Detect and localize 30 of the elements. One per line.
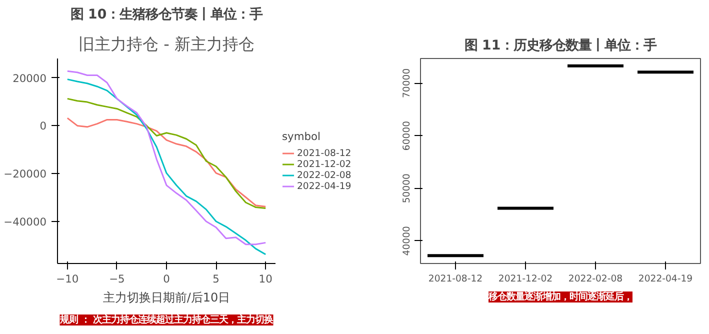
legend-label: 2022-04-19 [297, 180, 352, 192]
line-series [66, 98, 266, 209]
y-tick-label: 70000 [402, 68, 412, 98]
y-tick-label: 0 [40, 120, 47, 133]
x-tick-label: 0 [163, 272, 170, 286]
y-tick-label: 20000 [12, 72, 47, 85]
y-tick-label: 40000 [402, 226, 412, 256]
legend-label: 2021-12-02 [297, 158, 352, 170]
x-tick-label: 2022-02-08 [568, 274, 623, 284]
chart-subtitle: 旧主力持仓 - 新主力持仓 [78, 34, 254, 54]
x-axis-title: 主力切换日期前/后10日 [102, 290, 230, 304]
x-tick-label: 10 [258, 272, 273, 286]
y-tick-label: −40000 [4, 215, 47, 228]
chart-title: 图 11：历史移仓数量丨单位：手 [464, 38, 657, 54]
text: 规则 ： 次主力持仓连续超过主力持仓三天，主力切换 [58, 314, 274, 326]
y-tick-label: 60000 [402, 120, 412, 151]
x-tick-label: −10 [56, 272, 79, 286]
y-tick-label: −20000 [4, 168, 47, 181]
line-series [66, 117, 266, 208]
legend-label: 2021-08-12 [297, 148, 352, 158]
x-tick-label: 2021-08-12 [428, 274, 483, 284]
y-tick-label: 50000 [402, 173, 412, 204]
legend-label: 2022-02-08 [297, 170, 352, 180]
x-tick-label: 5 [212, 272, 220, 286]
x-tick-label: 2022-04-19 [638, 274, 693, 284]
legend-title: symbol [282, 130, 322, 142]
x-tick-label: 2021-12-02 [498, 274, 553, 284]
x-tick-label: −5 [109, 272, 125, 286]
chart-title: 图 10：生猪移仓节奏丨单位：手 [70, 6, 263, 22]
text: 移仓数量逐渐增加，时间逐渐延后， [488, 292, 632, 302]
